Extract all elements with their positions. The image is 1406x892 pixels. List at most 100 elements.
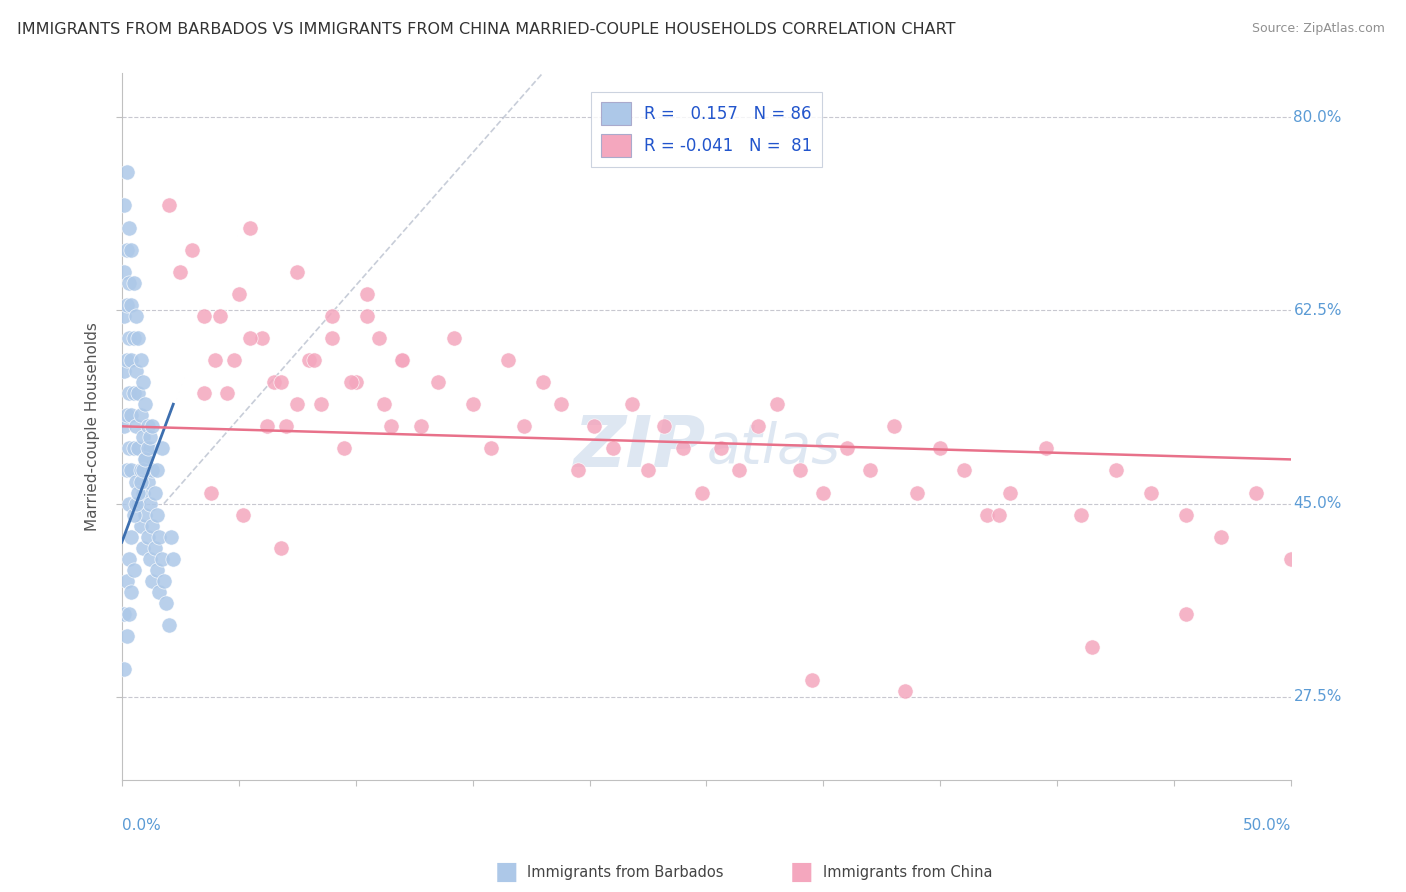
Point <box>112 364 135 378</box>
Point <box>112 198 135 212</box>
Text: 27.5%: 27.5% <box>1294 690 1341 705</box>
Point <box>134 397 156 411</box>
Point <box>134 452 156 467</box>
Point <box>747 419 769 434</box>
Point <box>274 419 297 434</box>
Text: atlas: atlas <box>706 421 841 474</box>
Point <box>115 574 138 588</box>
Point <box>270 541 292 555</box>
Point <box>789 463 811 477</box>
Point <box>373 397 395 411</box>
Point <box>132 463 155 477</box>
Point <box>1139 485 1161 500</box>
Point <box>125 309 148 323</box>
Point <box>232 508 254 522</box>
Point <box>929 442 952 456</box>
Point <box>115 353 138 368</box>
Point <box>321 331 343 345</box>
Point <box>285 397 308 411</box>
Point <box>1279 551 1302 566</box>
Point <box>143 485 166 500</box>
Point <box>654 419 676 434</box>
Text: ZIP: ZIP <box>574 413 706 482</box>
Point <box>129 475 152 489</box>
Point <box>125 419 148 434</box>
Point <box>132 485 155 500</box>
Point <box>150 442 173 456</box>
Point <box>141 419 163 434</box>
Point <box>120 463 142 477</box>
Point <box>162 551 184 566</box>
Point <box>122 386 145 401</box>
Point <box>136 530 159 544</box>
Point <box>672 442 695 456</box>
Point <box>112 309 135 323</box>
Point <box>136 442 159 456</box>
Text: Immigrants from China: Immigrants from China <box>823 865 993 880</box>
Point <box>122 331 145 345</box>
Point <box>115 298 138 312</box>
Point <box>531 375 554 389</box>
Point <box>148 585 170 599</box>
Point <box>120 243 142 257</box>
Point <box>141 574 163 588</box>
Point <box>567 463 589 477</box>
Point <box>602 442 624 456</box>
Point <box>139 551 162 566</box>
Point <box>302 353 325 368</box>
Point <box>263 375 285 389</box>
Point <box>443 331 465 345</box>
Text: 45.0%: 45.0% <box>1294 496 1341 511</box>
Point <box>1081 640 1104 654</box>
Point <box>204 353 226 368</box>
Point <box>129 353 152 368</box>
Point <box>132 541 155 555</box>
Point <box>112 265 135 279</box>
Point <box>153 574 176 588</box>
Point <box>1000 485 1022 500</box>
Point <box>115 629 138 643</box>
Point <box>125 364 148 378</box>
Text: 0.0%: 0.0% <box>122 819 160 833</box>
Text: IMMIGRANTS FROM BARBADOS VS IMMIGRANTS FROM CHINA MARRIED-COUPLE HOUSEHOLDS CORR: IMMIGRANTS FROM BARBADOS VS IMMIGRANTS F… <box>17 22 955 37</box>
Point <box>728 463 751 477</box>
Point <box>200 485 222 500</box>
Point <box>132 430 155 444</box>
Point <box>193 309 215 323</box>
Point <box>129 518 152 533</box>
Point <box>209 309 232 323</box>
Point <box>813 485 835 500</box>
Point <box>1035 442 1057 456</box>
Point <box>115 409 138 423</box>
Point <box>883 419 905 434</box>
Point <box>118 220 141 235</box>
Point <box>112 607 135 621</box>
Point <box>125 475 148 489</box>
Point <box>1070 508 1092 522</box>
Point <box>239 220 262 235</box>
Point <box>333 442 356 456</box>
Point <box>905 485 928 500</box>
Point <box>356 286 378 301</box>
Point <box>411 419 433 434</box>
Point <box>356 309 378 323</box>
Point <box>800 673 823 688</box>
Point <box>139 430 162 444</box>
Point <box>120 353 142 368</box>
Point <box>550 397 572 411</box>
Point <box>222 353 245 368</box>
Point <box>155 596 177 610</box>
Point <box>859 463 882 477</box>
Point <box>122 563 145 577</box>
Point <box>765 397 787 411</box>
Text: Source: ZipAtlas.com: Source: ZipAtlas.com <box>1251 22 1385 36</box>
Point <box>120 530 142 544</box>
Point <box>1209 530 1232 544</box>
Point <box>976 508 998 522</box>
Point <box>129 463 152 477</box>
Point <box>461 397 484 411</box>
Point <box>1105 463 1128 477</box>
Point <box>256 419 278 434</box>
Text: ■: ■ <box>790 861 813 884</box>
Point <box>157 618 180 632</box>
